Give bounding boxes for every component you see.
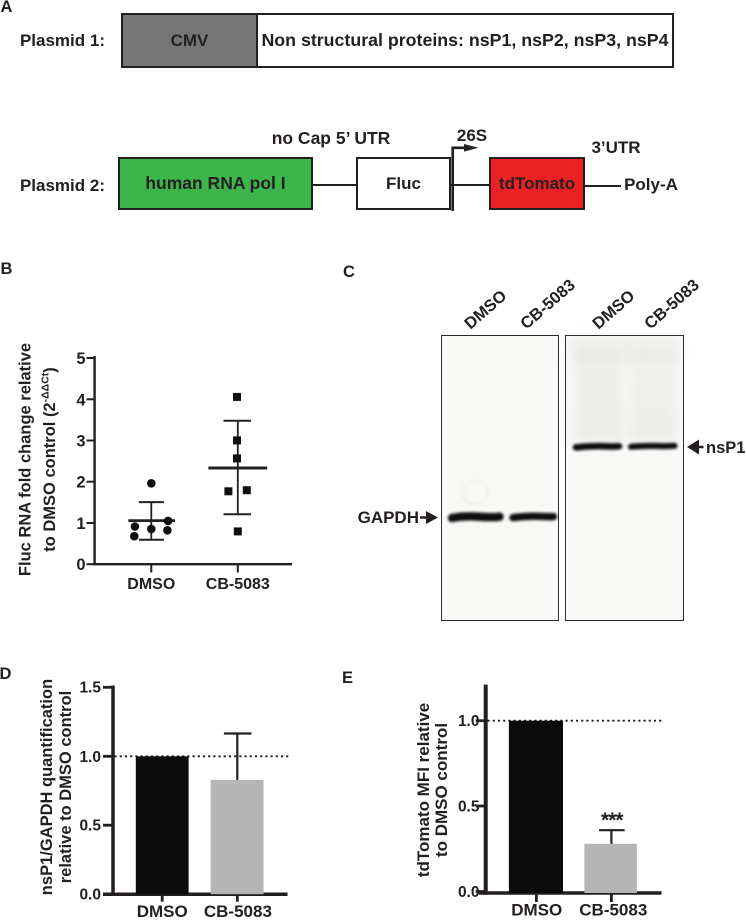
svg-text:DMSO: DMSO [137, 902, 188, 920]
svg-text:0.5: 0.5 [79, 818, 101, 835]
svg-text:***: *** [601, 809, 624, 832]
svg-text:DMSO: DMSO [511, 901, 562, 920]
svg-text:1.5: 1.5 [79, 680, 101, 697]
svg-text:3: 3 [76, 433, 85, 451]
svg-text:DMSO: DMSO [127, 576, 175, 593]
svg-text:0: 0 [76, 556, 85, 574]
svg-text:1.0: 1.0 [79, 749, 101, 766]
svg-text:CB-5083: CB-5083 [204, 902, 272, 920]
svg-text:0.0: 0.0 [79, 887, 101, 904]
svg-text:0.5: 0.5 [458, 799, 480, 816]
svg-text:1.0: 1.0 [458, 713, 480, 730]
svg-text:5: 5 [76, 350, 85, 368]
svg-text:CB-5083: CB-5083 [206, 576, 270, 593]
svg-text:0.0: 0.0 [458, 884, 480, 901]
svg-text:1: 1 [76, 515, 85, 533]
svg-text:CB-5083: CB-5083 [579, 901, 647, 920]
svg-text:4: 4 [76, 391, 86, 409]
svg-text:2: 2 [76, 474, 85, 492]
